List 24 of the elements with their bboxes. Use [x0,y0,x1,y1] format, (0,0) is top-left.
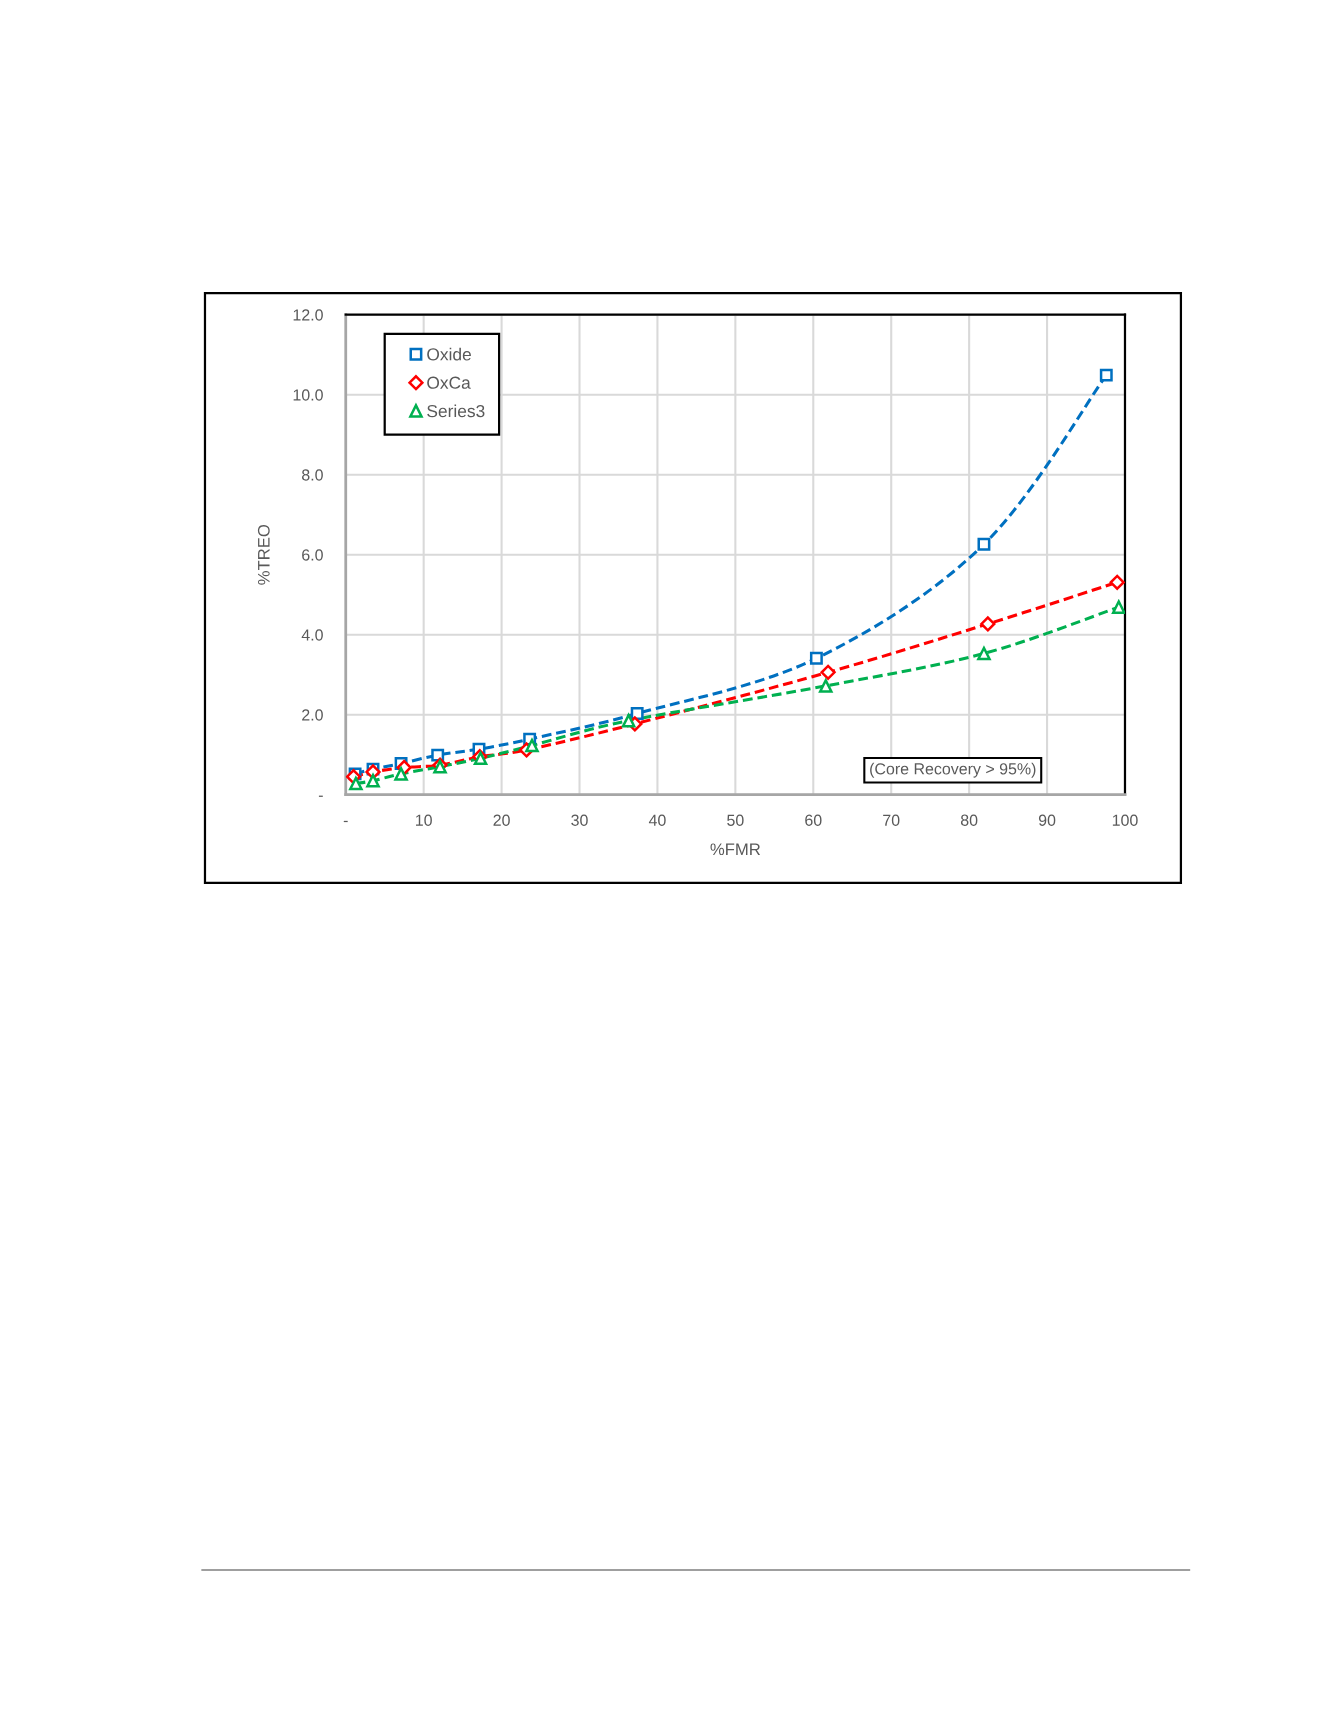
y-tick-label: 8.0 [302,469,323,481]
x-tick-label: - [343,820,348,823]
x-tick-label: 90 [1038,814,1056,826]
y-axis-title: %TREO [257,524,270,585]
x-tick-label: 70 [883,814,900,826]
y-tick-label: - [318,795,323,797]
x-axis-title: %FMR [710,843,761,856]
x-tick-label: 80 [960,814,978,826]
x-tick-label: 50 [727,814,744,826]
annotation: (Core Recovery > 95%) [870,762,1036,778]
x-tick-label: 60 [805,814,822,826]
legend-label: OxCa [427,376,471,389]
legend-label: Series3 [427,404,485,418]
x-tick-label: 30 [571,814,588,826]
y-tick-label: 2.0 [302,709,323,721]
y-tick-label: 12.0 [293,309,323,321]
x-tick-label: 100 [1112,814,1138,826]
x-tick-label: 10 [416,814,432,826]
y-tick-label: 10.0 [293,389,323,401]
x-tick-label: 40 [648,814,666,826]
legend-label: Oxide [427,347,471,361]
y-tick-label: 4.0 [301,629,323,641]
x-tick-label: 20 [493,814,510,826]
y-tick-label: 6.0 [302,549,323,561]
